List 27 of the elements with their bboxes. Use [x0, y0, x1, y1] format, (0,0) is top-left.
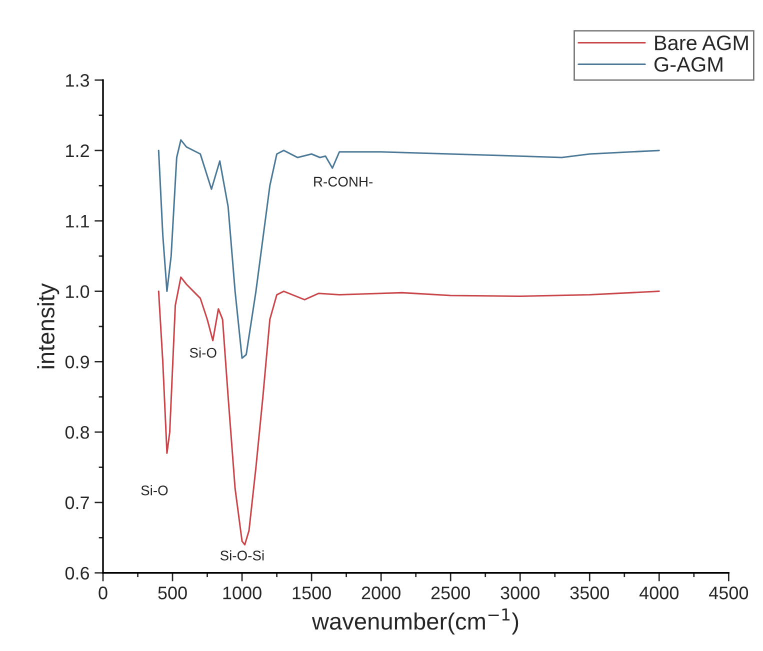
- annotation: R-CONH-: [314, 176, 373, 187]
- annotation: Si-O-Si: [220, 550, 264, 560]
- x-tick-label: 1000: [223, 586, 262, 600]
- x-tick-label: 3500: [570, 586, 610, 600]
- y-tick-label: 1.1: [66, 214, 89, 228]
- y-tick-label: 0.6: [65, 566, 90, 580]
- y-tick-label: 1.0: [66, 285, 90, 298]
- legend-label: G-AGM: [654, 57, 722, 72]
- x-axis-title: wavenumber(cm$^{−1}$): [312, 608, 518, 634]
- x-tick-label: 3000: [500, 586, 540, 600]
- x-tick-label: 0: [98, 586, 108, 600]
- x-tick-label: 4000: [639, 586, 679, 600]
- x-tick-label: 500: [158, 586, 187, 600]
- annotation: Si-O: [141, 485, 168, 496]
- y-tick-label: 0.7: [65, 496, 89, 510]
- x-tick-label: 2000: [362, 586, 400, 600]
- y-axis-title: intensity: [37, 283, 60, 368]
- y-tick-label: 1.3: [66, 74, 90, 87]
- line-series: [158, 139, 660, 359]
- x-tick-label: 2500: [431, 586, 470, 600]
- y-tick-label: 0.9: [65, 356, 89, 368]
- y-tick-label: 1.2: [66, 144, 89, 158]
- y-tick-label: 0.8: [65, 426, 90, 439]
- legend-label: Bare AGM: [655, 36, 748, 50]
- x-tick-label: 1500: [292, 586, 331, 600]
- x-tick-label: 4500: [709, 586, 748, 600]
- annotation: Si-O: [190, 348, 216, 358]
